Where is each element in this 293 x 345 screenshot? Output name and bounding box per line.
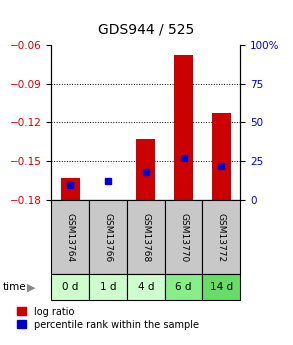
Bar <box>165 200 202 274</box>
Text: ▶: ▶ <box>26 282 35 292</box>
Bar <box>51 274 89 300</box>
Text: GSM13768: GSM13768 <box>141 213 150 262</box>
Bar <box>89 274 127 300</box>
Bar <box>174 55 193 200</box>
Text: 14 d: 14 d <box>210 282 233 292</box>
Bar <box>136 139 155 200</box>
Bar <box>165 274 202 300</box>
Bar <box>127 274 165 300</box>
Text: 6 d: 6 d <box>175 282 192 292</box>
Bar <box>51 200 89 274</box>
Text: 4 d: 4 d <box>137 282 154 292</box>
Text: GSM13772: GSM13772 <box>217 213 226 262</box>
Bar <box>202 200 240 274</box>
Text: GSM13770: GSM13770 <box>179 213 188 262</box>
Text: GSM13764: GSM13764 <box>66 213 75 262</box>
Bar <box>98 200 117 201</box>
Text: GSM13766: GSM13766 <box>103 213 113 262</box>
Bar <box>202 274 240 300</box>
Bar <box>61 178 80 200</box>
Bar <box>89 200 127 274</box>
Text: time: time <box>3 282 27 292</box>
Text: GDS944 / 525: GDS944 / 525 <box>98 22 195 37</box>
Text: 0 d: 0 d <box>62 282 78 292</box>
Bar <box>127 200 165 274</box>
Text: 1 d: 1 d <box>100 282 116 292</box>
Legend: log ratio, percentile rank within the sample: log ratio, percentile rank within the sa… <box>17 307 199 330</box>
Bar <box>212 114 231 200</box>
